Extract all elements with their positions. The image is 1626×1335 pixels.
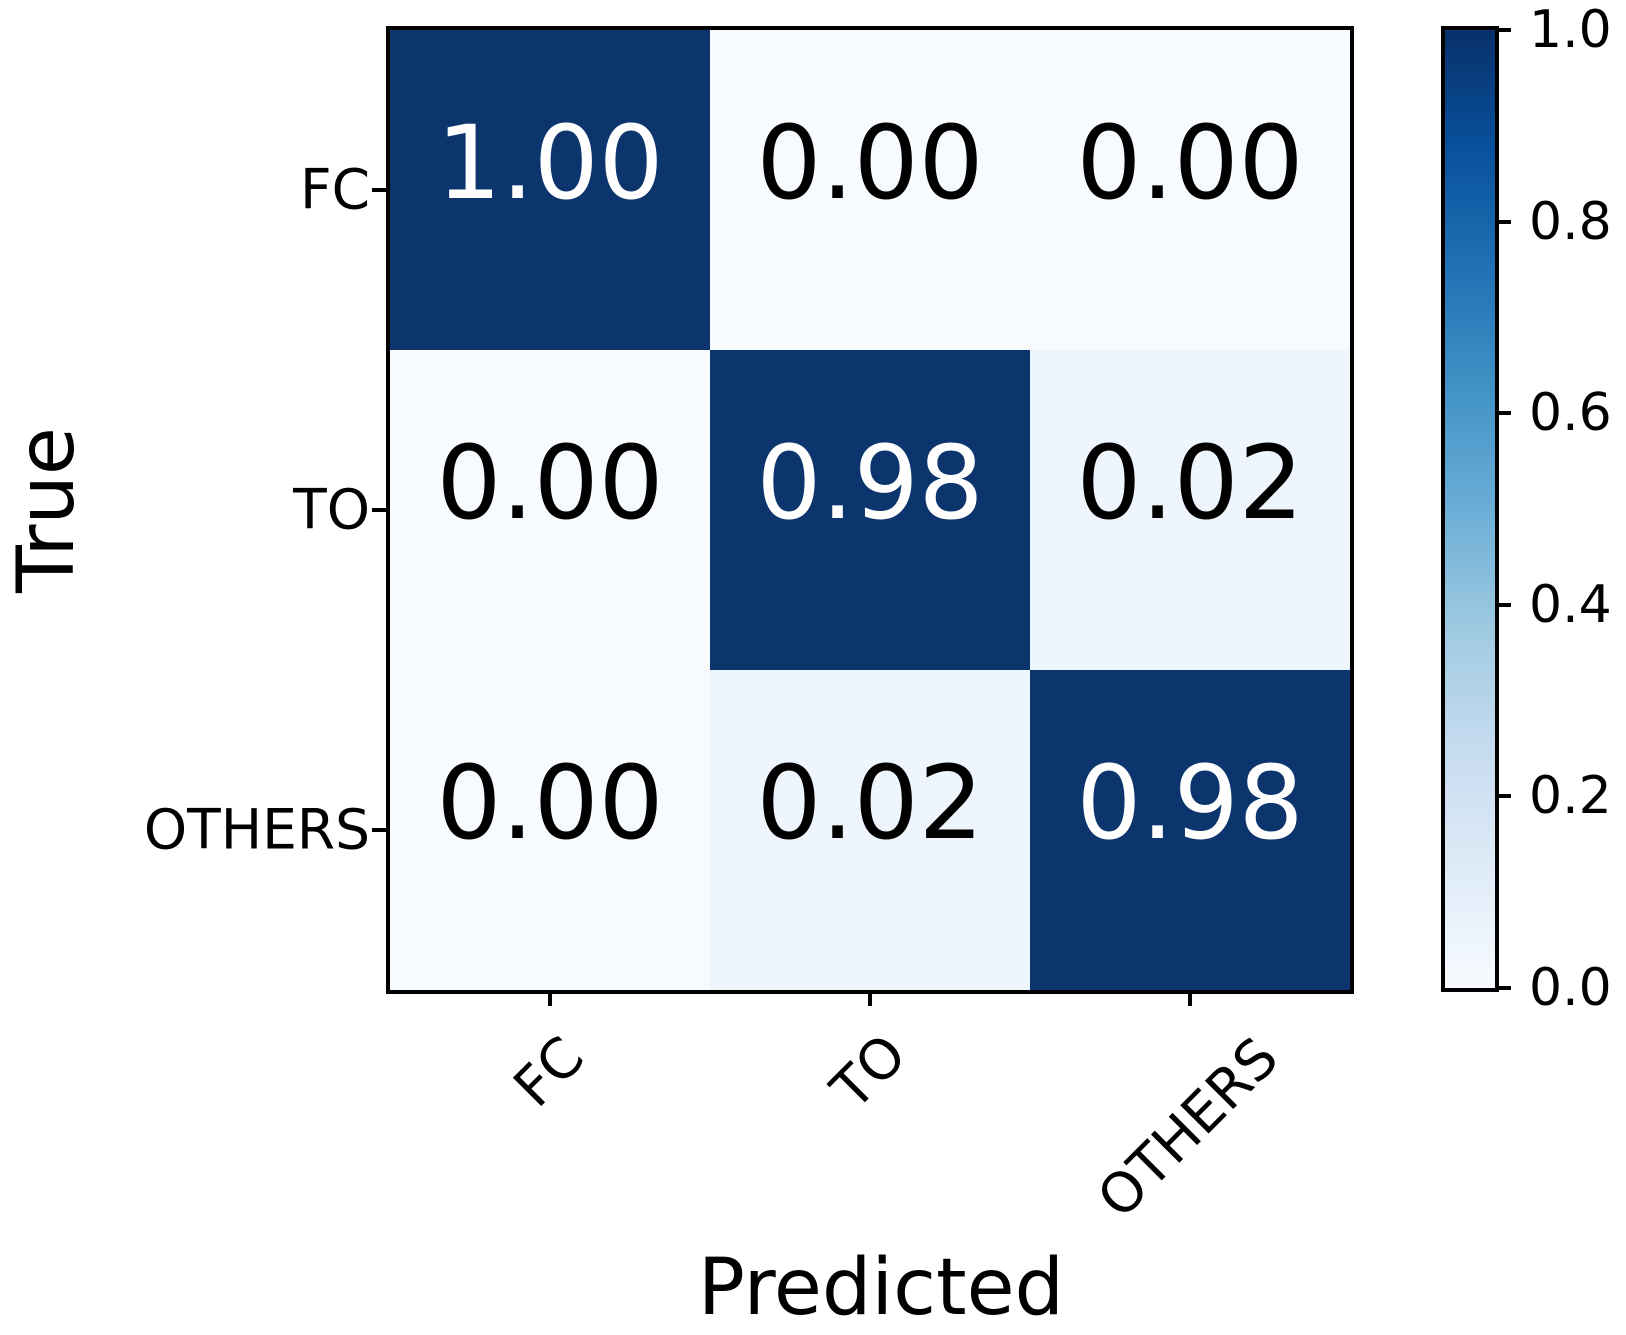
colorbar-tick-label-0.6: 0.6 — [1529, 383, 1612, 444]
colorbar-tick-label-0.0: 0.0 — [1529, 958, 1612, 1018]
cell-value: 1.00 — [436, 104, 664, 223]
y-axis-label: True — [2, 427, 92, 593]
cell-TO-OTHERS: 0.02 — [1030, 350, 1350, 670]
colorbar-tick — [1495, 219, 1511, 224]
x-axis-tick — [868, 990, 872, 1006]
cell-FC-FC: 1.00 — [390, 30, 710, 350]
y-tick-label-OTHERS: OTHERS — [143, 797, 370, 862]
x-tick-label-TO: TO — [818, 1021, 919, 1122]
colorbar-tick — [1495, 411, 1511, 416]
y-tick-label-FC: FC — [299, 157, 370, 222]
cell-value: 0.00 — [436, 744, 664, 863]
cell-FC-OTHERS: 0.00 — [1030, 30, 1350, 350]
cell-value: 0.98 — [756, 424, 984, 543]
x-tick-label-FC: FC — [501, 1024, 597, 1120]
colorbar-tick-label-0.2: 0.2 — [1529, 766, 1612, 827]
y-axis-tick — [372, 188, 388, 192]
colorbar-tick — [1495, 986, 1511, 990]
cell-value: 0.00 — [756, 104, 984, 223]
colorbar-tick-label-0.4: 0.4 — [1529, 574, 1612, 635]
cell-value: 0.98 — [1076, 744, 1304, 863]
x-axis-tick — [548, 990, 552, 1006]
colorbar-tick-label-1.0: 1.0 — [1529, 0, 1612, 60]
cell-value: 0.00 — [436, 424, 664, 543]
y-axis-tick — [372, 828, 388, 832]
x-axis-tick — [1188, 990, 1192, 1006]
y-tick-label-TO: TO — [293, 477, 370, 542]
x-axis-label: Predicted — [697, 1243, 1065, 1333]
y-axis-tick — [372, 508, 388, 512]
cell-value: 0.02 — [756, 744, 984, 863]
cell-FC-TO: 0.00 — [710, 30, 1030, 350]
colorbar — [1441, 26, 1499, 992]
cell-TO-FC: 0.00 — [390, 350, 710, 670]
cell-OTHERS-OTHERS: 0.98 — [1030, 670, 1350, 990]
cell-OTHERS-TO: 0.02 — [710, 670, 1030, 990]
cell-OTHERS-FC: 0.00 — [390, 670, 710, 990]
colorbar-tick — [1495, 28, 1511, 32]
heatmap-plot-area: 1.00 0.00 0.00 0.00 0.98 0.02 0.00 0.02 0.98 — [386, 26, 1354, 994]
cell-TO-TO: 0.98 — [710, 350, 1030, 670]
cell-value: 0.00 — [1076, 104, 1304, 223]
colorbar-tick — [1495, 602, 1511, 607]
colorbar-tick — [1495, 794, 1511, 799]
cell-value: 0.02 — [1076, 424, 1304, 543]
colorbar-tick-label-0.8: 0.8 — [1529, 191, 1612, 252]
x-tick-label-OTHERS: OTHERS — [1085, 1025, 1291, 1231]
